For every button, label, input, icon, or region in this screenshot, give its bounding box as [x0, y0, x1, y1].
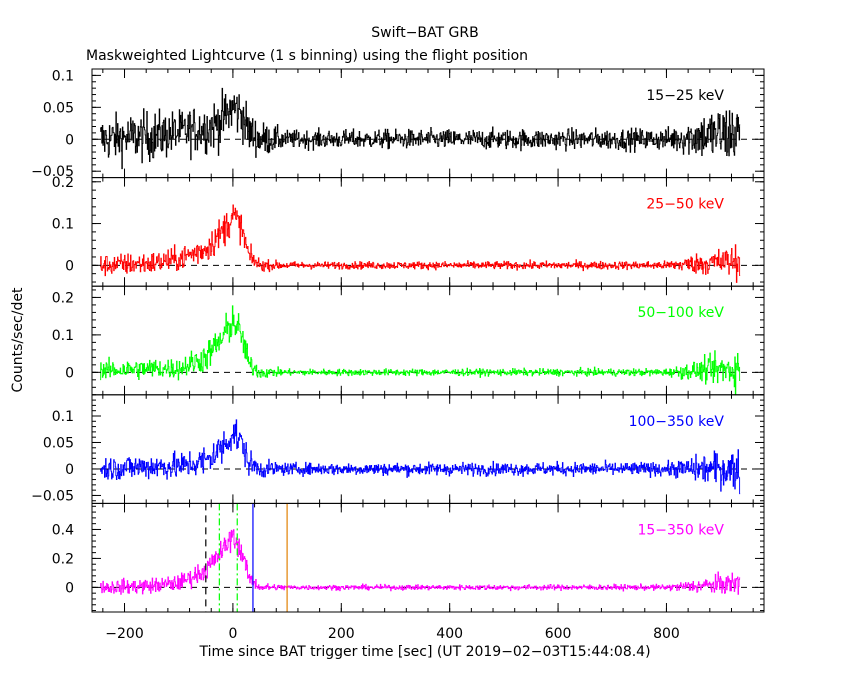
y-tick-label: 0.4	[52, 522, 74, 538]
energy-band-label: 100−350 keV	[629, 414, 725, 430]
series-line-1	[100, 87, 741, 170]
y-tick-label: 0.2	[52, 175, 74, 191]
energy-band-label: 25−50 keV	[646, 197, 724, 213]
y-tick-label: 0.1	[52, 409, 74, 425]
y-axis-label: Counts/sec/det	[10, 287, 26, 392]
series-line-5	[100, 529, 741, 595]
series-line-2	[100, 204, 741, 283]
series-line-4	[100, 419, 741, 495]
y-tick-label: 0.1	[52, 217, 74, 233]
panel-1: −0.05 0 0.05 0.1 15−25 keV	[31, 68, 765, 180]
panel-4: −0.05 0 0.05 0.1 100−350 keV	[31, 394, 765, 504]
chart-title: Swift−BAT GRB	[371, 25, 478, 41]
series-line-3	[100, 305, 741, 396]
panel-5: 0 0.2 0.4 15−350 keV	[52, 502, 765, 613]
x-tick-label: 800	[653, 626, 680, 642]
x-tick-label: 400	[436, 626, 463, 642]
energy-band-label: 15−25 keV	[646, 88, 724, 104]
x-tick-label: −200	[105, 626, 143, 642]
x-axis-tick-labels: −200 0 200 400 600 800	[105, 626, 680, 642]
y-tick-label: 0.2	[52, 290, 74, 306]
y-tick-label: 0.1	[52, 68, 74, 84]
x-tick-label: 0	[228, 626, 237, 642]
panel-frame	[91, 502, 765, 613]
energy-band-label: 50−100 keV	[637, 305, 724, 321]
y-tick-label: 0	[65, 462, 74, 478]
y-tick-label: −0.05	[31, 164, 74, 180]
x-tick-label: 600	[545, 626, 572, 642]
chart-subtitle: Maskweighted Lightcurve (1 s binning) us…	[86, 48, 528, 64]
y-tick-label: 0	[65, 258, 74, 274]
y-tick-label: 0.05	[43, 100, 74, 116]
x-tick-label: 200	[328, 626, 355, 642]
panel-3: 0 0.1 0.2 50−100 keV	[52, 285, 765, 396]
y-tick-label: 0.05	[43, 435, 74, 451]
y-tick-label: −0.05	[31, 488, 74, 504]
y-tick-label: 0	[65, 580, 74, 596]
panel-frame	[91, 68, 765, 179]
y-tick-label: 0.2	[52, 551, 74, 567]
energy-band-label: 15−350 keV	[637, 522, 724, 538]
panel-2: 0 0.1 0.2 25−50 keV	[52, 175, 765, 287]
y-tick-label: 0	[65, 132, 74, 148]
y-tick-label: 0.1	[52, 328, 74, 344]
x-axis-label: Time since BAT trigger time [sec] (UT 20…	[198, 644, 650, 660]
y-tick-label: 0	[65, 365, 74, 381]
panel-frame	[91, 394, 765, 504]
panel-frame	[91, 285, 765, 396]
